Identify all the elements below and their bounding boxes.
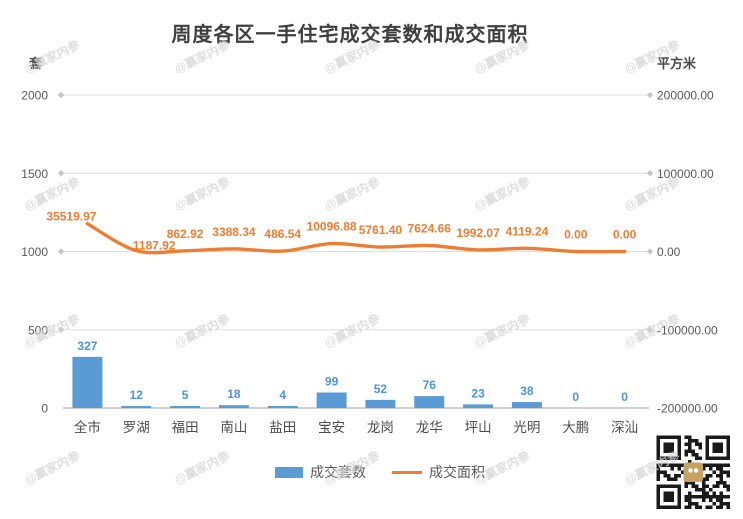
axis-tick-diamond — [646, 248, 654, 255]
right-axis-unit: 平方米 — [657, 56, 697, 71]
bar-value-label: 52 — [374, 382, 388, 396]
bar-value-label: 12 — [130, 388, 144, 402]
legend-label-bars: 成交套数 — [310, 464, 366, 480]
category-label: 大鹏 — [562, 420, 589, 435]
line-value-label: 1992.07 — [456, 226, 500, 240]
legend-item-line: 成交面积 — [392, 462, 485, 482]
bar-value-label: 99 — [325, 375, 339, 389]
bar-value-label: 5 — [182, 388, 189, 402]
line-value-label: 5761.40 — [359, 223, 403, 237]
right-axis-tick-label: 100000.00 — [657, 167, 714, 181]
bar-value-label: 4 — [279, 388, 286, 402]
axis-tick-diamond — [57, 91, 65, 99]
bar — [170, 406, 201, 408]
category-label: 龙华 — [416, 420, 443, 435]
axis-tick-diamond — [57, 248, 65, 255]
bar-value-label: 18 — [227, 387, 241, 401]
axis-tick-diamond — [646, 91, 654, 99]
right-axis-tick-label: -100000.00 — [657, 323, 718, 337]
bar — [414, 396, 445, 408]
line-series-swatch-icon — [392, 470, 422, 474]
bar-value-label: 327 — [77, 339, 97, 353]
left-axis-tick-label: 0 — [41, 402, 48, 416]
bar — [463, 404, 494, 408]
axis-tick-diamond — [57, 170, 65, 177]
left-axis-tick-label: 1500 — [21, 167, 48, 181]
category-label: 南山 — [220, 420, 247, 435]
line-value-label: 3388.34 — [212, 225, 256, 239]
bar — [365, 399, 396, 408]
bar-value-label: 0 — [621, 390, 628, 404]
legend-item-bars: 成交套数 — [275, 462, 366, 482]
right-axis-tick-label: 0.00 — [657, 245, 681, 259]
qr-code-icon — [653, 434, 737, 514]
line-value-label: 0.00 — [564, 228, 588, 242]
legend: 成交套数 成交面积 — [0, 462, 743, 482]
category-label: 宝安 — [318, 420, 345, 435]
axis-tick-diamond — [57, 326, 65, 333]
bar-series-swatch-icon — [275, 466, 303, 478]
line-value-label: 35519.97 — [46, 210, 96, 224]
right-axis-tick-label: 200000.00 — [657, 89, 714, 103]
left-axis-tick-label: 1000 — [21, 245, 48, 259]
page-title: 周度各区一手住宅成交套数和成交面积 — [171, 24, 529, 46]
bar — [72, 356, 103, 408]
line-value-label: 486.54 — [264, 227, 301, 241]
line-value-label: 1187.92 — [133, 239, 176, 253]
left-axis-tick-label: 2000 — [21, 89, 48, 103]
category-label: 光明 — [513, 420, 540, 435]
category-label: 罗湖 — [123, 420, 150, 435]
line-value-label: 10096.88 — [307, 220, 357, 234]
line-value-label: 7624.66 — [408, 222, 452, 236]
bar — [267, 406, 298, 408]
bar — [511, 402, 542, 408]
line-value-label: 0.00 — [613, 228, 637, 242]
bar-value-label: 76 — [423, 378, 437, 392]
bar-value-label: 38 — [520, 384, 534, 398]
bar — [121, 406, 152, 408]
category-label: 深汕 — [611, 420, 638, 435]
bar — [316, 392, 347, 408]
category-label: 全市 — [74, 419, 101, 435]
category-label: 福田 — [172, 420, 199, 435]
left-axis-unit: 套 — [29, 56, 43, 71]
category-label: 坪山 — [465, 420, 492, 435]
bar-value-label: 23 — [471, 386, 485, 400]
category-label: 龙岗 — [367, 420, 394, 435]
bar-value-label: 0 — [572, 390, 579, 404]
left-axis-tick-label: 500 — [28, 323, 48, 337]
bar — [218, 405, 249, 408]
line-value-label: 4119.24 — [506, 224, 549, 238]
axis-tick-diamond — [646, 170, 654, 177]
line-series — [85, 222, 627, 255]
line-value-label: 862.92 — [167, 227, 204, 241]
category-label: 盐田 — [269, 420, 296, 435]
axis-tick-diamond — [646, 326, 654, 333]
right-axis-tick-label: -200000.00 — [657, 402, 718, 416]
legend-label-line: 成交面积 — [429, 464, 485, 480]
